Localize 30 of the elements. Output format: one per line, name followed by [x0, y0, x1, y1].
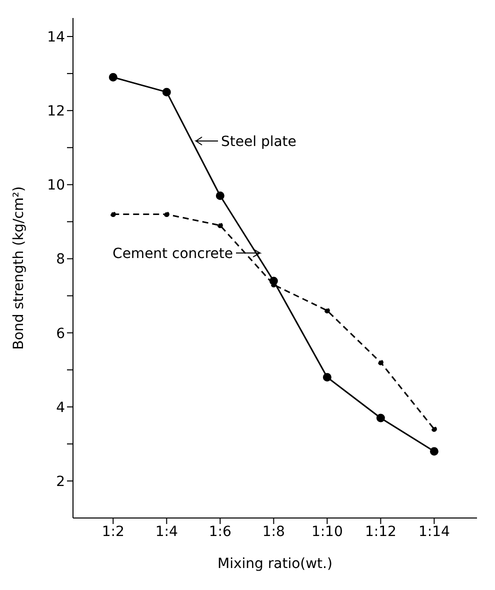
y-tick-label: 8 [56, 252, 65, 268]
point [378, 360, 384, 366]
x-tick-label: 1:10 [311, 524, 343, 540]
point [162, 88, 171, 96]
point [376, 414, 385, 422]
point [108, 73, 118, 82]
point [324, 308, 330, 314]
x-tick-label: 1:2 [102, 524, 124, 540]
point [431, 426, 437, 432]
point [110, 212, 116, 218]
x-tick-label: 1:4 [155, 524, 178, 540]
y-tick-label: 6 [56, 326, 66, 342]
point [217, 222, 223, 228]
y-tick-label: 2 [56, 474, 65, 490]
x-tick-label: 1:12 [364, 524, 396, 540]
y-tick-label: 4 [56, 400, 66, 416]
point [322, 373, 332, 382]
x-tick-label: 1:14 [418, 524, 450, 540]
x-tick-label: 1:6 [208, 524, 232, 540]
y-axis-title: Bond strength (kg/cm²) [10, 186, 27, 350]
x-tick-label: 1:8 [262, 524, 285, 540]
point [216, 192, 224, 200]
y-tick-label: 10 [47, 178, 65, 194]
y-tick-label: 14 [47, 29, 66, 46]
point [430, 447, 438, 456]
annotation: Steel plate [221, 134, 296, 150]
point [164, 212, 170, 218]
x-axis-title: Mixing ratio(wt.) [218, 556, 332, 572]
y-tick-label: 12 [47, 104, 65, 120]
annotation: Cement concrete [112, 246, 233, 262]
